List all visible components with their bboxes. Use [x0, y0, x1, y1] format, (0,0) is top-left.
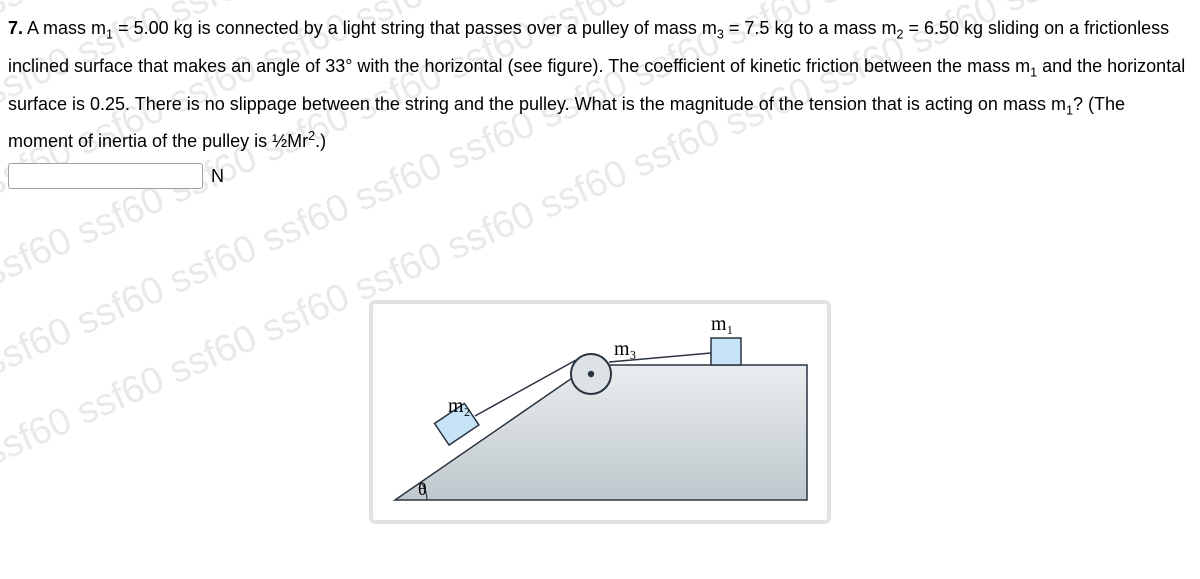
figure-label-m1: m₁	[711, 313, 734, 335]
figure-label-m3: m₃	[614, 338, 637, 360]
figure-svg: θ m₃ m₂ m₁	[369, 300, 831, 524]
figure-label-m2: m₂	[448, 395, 471, 417]
answer-input[interactable]	[8, 163, 203, 189]
unit-label: N	[211, 166, 224, 187]
figure-label-theta: θ	[418, 479, 427, 499]
figure: θ m₃ m₂ m₁	[369, 300, 834, 530]
question-text: 7. A mass m1 = 5.00 kg is connected by a…	[8, 10, 1192, 159]
